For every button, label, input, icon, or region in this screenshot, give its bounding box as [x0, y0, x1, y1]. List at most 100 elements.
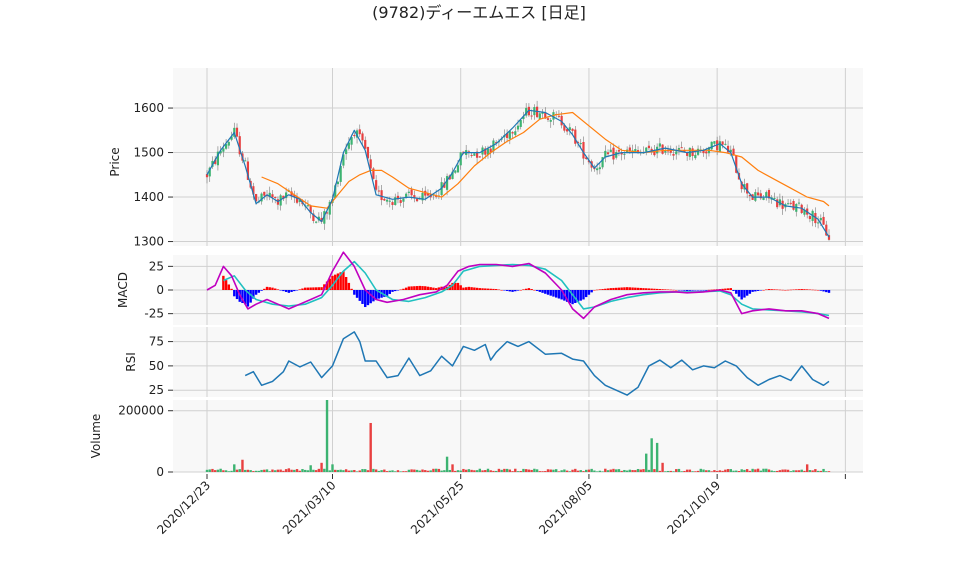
volume-bar	[770, 470, 773, 472]
volume-bar	[827, 471, 831, 472]
volume-bar	[705, 470, 708, 472]
macd-histogram-bar	[399, 289, 402, 291]
volume-bar	[372, 468, 375, 472]
macd-histogram-bar	[792, 289, 795, 291]
candle-body	[571, 128, 574, 131]
volume-bar	[219, 468, 222, 472]
macd-histogram-bar	[410, 286, 413, 290]
volume-bar	[527, 469, 531, 472]
candle-body	[582, 142, 585, 159]
candle-body	[282, 195, 285, 200]
volume-bar	[639, 469, 642, 472]
volume-bar	[819, 470, 823, 472]
volume-bar	[565, 470, 569, 472]
macd-histogram-bar	[680, 290, 683, 291]
macd-histogram-bar	[721, 288, 724, 290]
volume-bar	[484, 470, 487, 472]
candle-body	[402, 198, 405, 202]
candle-body	[426, 193, 430, 196]
volume-bar	[320, 462, 323, 472]
candle-body	[623, 153, 626, 155]
candle-body	[394, 197, 397, 205]
macd-histogram-bar	[353, 290, 356, 295]
rsi-line	[244, 331, 830, 396]
macd-histogram-bar	[306, 287, 310, 290]
macd-histogram-bar	[454, 282, 457, 290]
macd-histogram-bar	[364, 290, 367, 308]
macd-histogram-bar	[590, 290, 593, 293]
candle-body	[732, 148, 735, 156]
volume-bar	[623, 469, 626, 472]
volume-bar	[683, 470, 686, 472]
volume-bar	[743, 469, 746, 472]
macd-histogram-bar	[263, 288, 266, 290]
candle-body	[789, 202, 792, 204]
candle-body	[729, 149, 732, 152]
y-tick-label: -25	[144, 307, 164, 321]
volume-bar	[754, 469, 757, 472]
volume-bar	[238, 469, 241, 472]
volume-bar	[524, 469, 528, 472]
candle-body	[320, 217, 323, 222]
volume-bar	[533, 468, 536, 472]
macd-histogram-bar	[557, 290, 561, 299]
volume-bar	[647, 469, 651, 472]
volume-bar	[415, 469, 419, 472]
volume-bar	[486, 468, 490, 472]
volume-bar	[344, 469, 348, 472]
volume-bar	[426, 470, 430, 472]
volume-bar	[462, 468, 465, 472]
candle-body	[669, 149, 672, 153]
volume-bar	[778, 470, 782, 472]
volume-bar	[816, 470, 820, 472]
candle-body	[658, 143, 661, 147]
volume-bar	[383, 469, 386, 472]
macd-histogram-bar	[265, 286, 269, 290]
volume-bar	[645, 453, 648, 472]
macd-histogram-bar	[227, 284, 231, 290]
candle-body	[765, 192, 768, 198]
candle-body	[636, 150, 640, 152]
candle-body	[486, 148, 490, 155]
volume-bar	[290, 469, 293, 472]
macd-histogram-bar	[568, 290, 572, 304]
macd-histogram-bar	[552, 290, 555, 297]
candle-body	[579, 143, 582, 145]
candle-body	[345, 149, 348, 155]
volume-bar	[767, 469, 771, 472]
candle-body	[230, 136, 233, 140]
volume-bar	[538, 471, 542, 472]
macd-histogram-bar	[230, 288, 233, 290]
candle-body	[726, 145, 730, 153]
volume-bar	[323, 468, 326, 472]
macd-histogram-bar	[587, 290, 591, 295]
volume-bar	[784, 469, 787, 472]
candle-body	[797, 202, 801, 204]
macd-histogram-bar	[481, 288, 484, 290]
volume-bar	[694, 471, 697, 472]
macd-histogram-bar	[478, 288, 482, 290]
volume-bar	[448, 469, 451, 472]
volume-bar	[271, 469, 274, 472]
candle-body	[325, 212, 329, 214]
candle-body	[388, 200, 391, 202]
candle-body	[328, 201, 331, 215]
macd-histogram-bar	[394, 290, 397, 292]
volume-bar	[762, 468, 765, 472]
volume-bar	[756, 468, 760, 472]
volume-bar	[445, 456, 449, 472]
y-tick-label: 1500	[133, 146, 164, 160]
volume-ylabel: Volume	[89, 414, 103, 459]
volume-bar	[650, 438, 653, 472]
macd-histogram-bar	[699, 290, 702, 291]
volume-bar	[353, 469, 356, 472]
rsi-ylabel: RSI	[124, 352, 138, 372]
candle-body	[459, 152, 462, 166]
candle-body	[819, 218, 822, 221]
macd-histogram-bar	[655, 288, 659, 290]
macd-histogram-bar	[374, 290, 378, 300]
candle-body	[803, 209, 806, 215]
volume-bar	[355, 471, 359, 472]
volume-bar	[500, 469, 503, 472]
candle-body	[484, 148, 487, 155]
